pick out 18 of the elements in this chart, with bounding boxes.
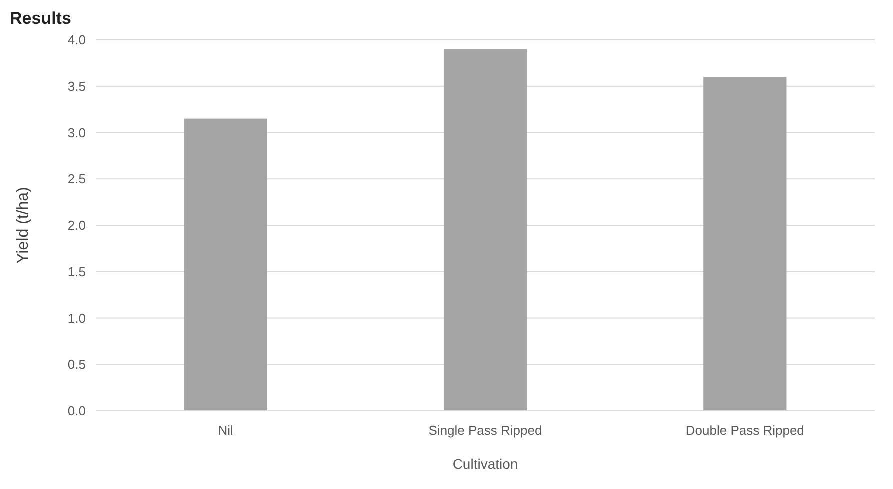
y-tick-label: 3.5: [68, 78, 86, 94]
y-tick-label: 0.5: [68, 357, 86, 372]
x-tick-label: Double Pass Ripped: [686, 423, 804, 438]
y-tick-label: 3.0: [68, 125, 86, 140]
bar: [184, 118, 268, 411]
y-tick-label: 1.5: [68, 264, 86, 280]
y-tick-label: 2.5: [68, 172, 86, 187]
bar: [704, 77, 787, 411]
y-axis-title: Yield (t/ha): [15, 187, 32, 264]
chart-title: Results: [10, 9, 72, 28]
x-tick-label: Nil: [218, 423, 234, 438]
y-tick-label: 0.0: [68, 404, 86, 419]
y-tick-label: 1.0: [68, 310, 86, 326]
x-axis-title: Cultivation: [452, 456, 518, 472]
y-tick-label: 4.0: [68, 32, 86, 48]
bar: [444, 49, 528, 411]
y-tick-label: 2.0: [68, 218, 86, 234]
x-tick-label: Single Pass Ripped: [428, 423, 542, 438]
